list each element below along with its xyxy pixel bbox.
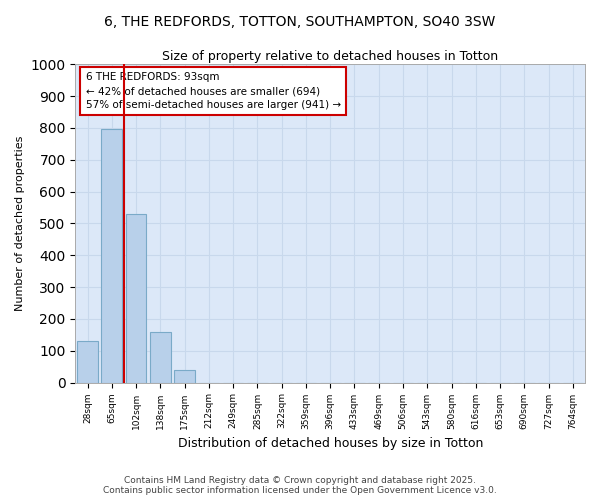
Bar — [174, 370, 195, 382]
Bar — [150, 332, 170, 382]
Text: 6 THE REDFORDS: 93sqm
← 42% of detached houses are smaller (694)
57% of semi-det: 6 THE REDFORDS: 93sqm ← 42% of detached … — [86, 72, 341, 110]
Bar — [126, 214, 146, 382]
Bar — [101, 130, 122, 382]
Title: Size of property relative to detached houses in Totton: Size of property relative to detached ho… — [162, 50, 498, 63]
Text: Contains HM Land Registry data © Crown copyright and database right 2025.
Contai: Contains HM Land Registry data © Crown c… — [103, 476, 497, 495]
Y-axis label: Number of detached properties: Number of detached properties — [15, 136, 25, 311]
Bar — [77, 341, 98, 382]
X-axis label: Distribution of detached houses by size in Totton: Distribution of detached houses by size … — [178, 437, 483, 450]
Text: 6, THE REDFORDS, TOTTON, SOUTHAMPTON, SO40 3SW: 6, THE REDFORDS, TOTTON, SOUTHAMPTON, SO… — [104, 15, 496, 29]
